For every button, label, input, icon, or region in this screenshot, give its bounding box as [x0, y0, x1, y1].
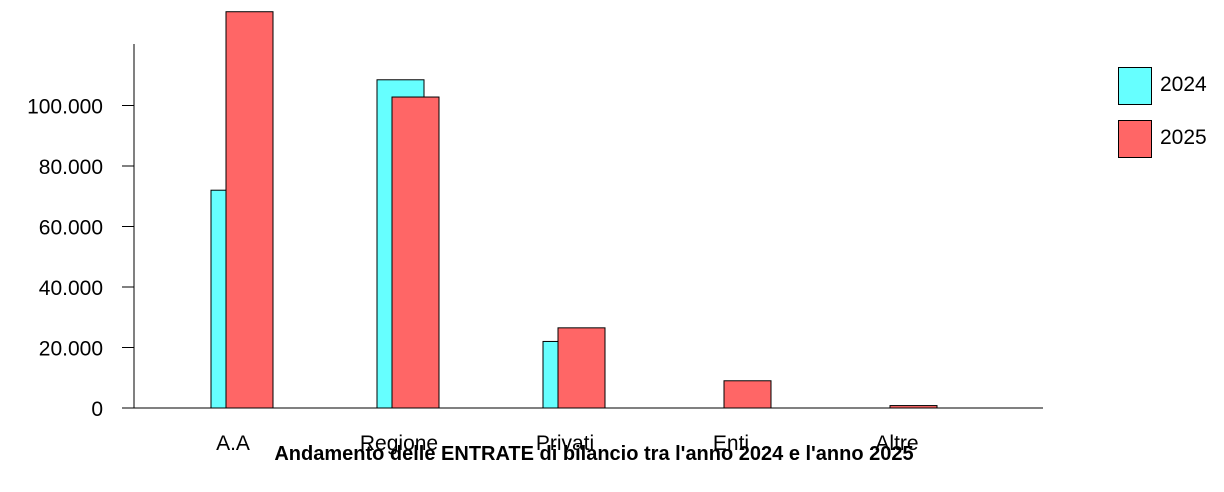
- y-tick-label: 100.000: [27, 96, 103, 119]
- x-category-label: Altre: [875, 432, 918, 455]
- x-category-labels: A.A Regione Privati Enti Altre: [216, 432, 919, 455]
- x-category-label: A.A: [216, 432, 250, 455]
- bar-2025-enti: [723, 380, 772, 409]
- bar-2025-a-a: [225, 11, 274, 409]
- legend-swatch: [1118, 67, 1152, 105]
- y-tick-labels: 0 20.000 40.000 60.000 80.000 100.000: [27, 96, 103, 422]
- x-category-label: Enti: [713, 432, 749, 455]
- y-tick-label: 0: [91, 398, 103, 421]
- bar-2025-privati: [557, 327, 606, 409]
- x-category-label: Regione: [360, 432, 438, 455]
- bars-layer: [210, 11, 938, 409]
- legend: 2024 2025: [1118, 67, 1224, 173]
- legend-item-2025: 2025: [1118, 120, 1224, 173]
- y-tick-label: 80.000: [39, 156, 103, 179]
- legend-item-2024: 2024: [1118, 67, 1224, 120]
- chart-title: Andamento delle ENTRATE di bilancio tra …: [274, 443, 914, 465]
- y-tick-label: 60.000: [39, 217, 103, 240]
- y-tick-label: 20.000: [39, 338, 103, 361]
- axes-layer: [122, 44, 1043, 409]
- legend-label: 2024: [1160, 73, 1207, 96]
- x-category-label: Privati: [536, 432, 594, 455]
- y-tick-label: 40.000: [39, 277, 103, 300]
- legend-label: 2025: [1160, 126, 1207, 149]
- bar-2025-regione: [391, 96, 440, 409]
- legend-swatch: [1118, 120, 1152, 158]
